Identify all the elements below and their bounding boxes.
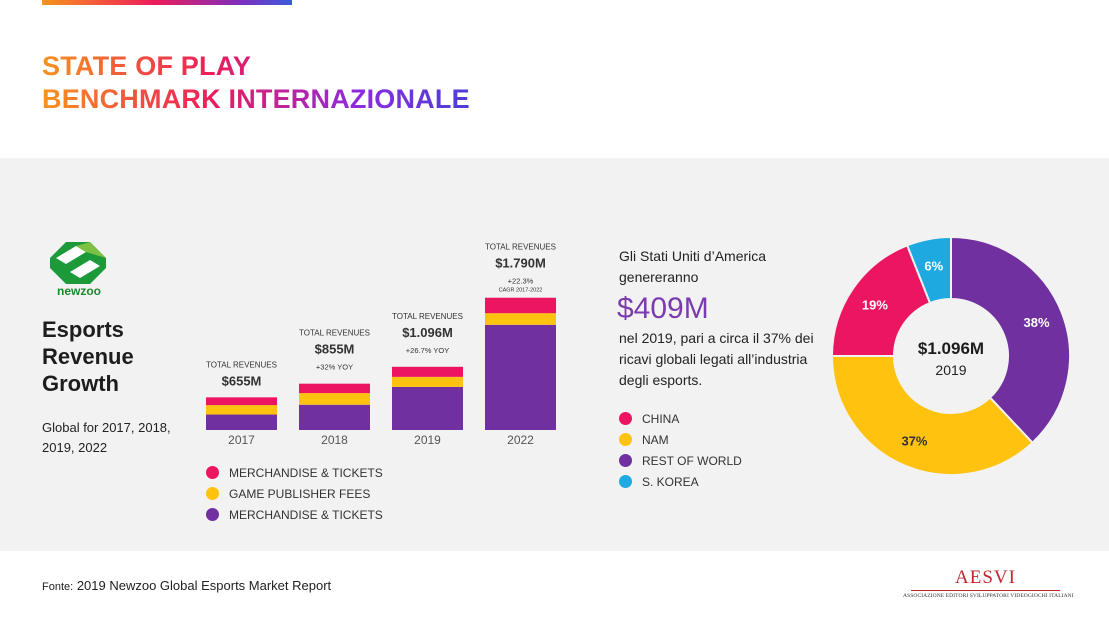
bar-segment-2-2019 — [392, 366, 463, 377]
legend-label: REST OF WORLD — [642, 453, 742, 468]
x-tick-label: 2022 — [507, 433, 534, 447]
region-donut-chart: 38% 37% 19% 6% $1.096M 2019 — [830, 235, 1071, 476]
legend-label: GAME PUBLISHER FEES — [229, 486, 371, 501]
callout-big-value: $409M — [617, 292, 709, 325]
bar-segment-0-2017 — [206, 414, 277, 430]
legend-dot-yellow — [619, 433, 632, 446]
total-value: $655M — [222, 373, 262, 388]
legend-dot-pink — [206, 466, 219, 479]
bar-segment-1-2019 — [392, 376, 463, 387]
source-note: Fonte: 2019 Newzoo Global Esports Market… — [42, 578, 331, 593]
section-subtitle: Global for 2017, 2018, 2019, 2022 — [42, 420, 171, 455]
growth-note: +26.7% YOY — [406, 346, 449, 355]
legend-item: NAM — [619, 429, 742, 450]
total-value: $855M — [315, 342, 355, 357]
legend-item: MERCHANDISE & TICKETS — [206, 462, 383, 483]
section-title-line-2: Revenue — [42, 344, 134, 369]
bar-segment-0-2018 — [299, 404, 370, 430]
donut-hole — [895, 300, 1007, 412]
legend-label: S. KOREA — [642, 474, 699, 489]
legend-label: MERCHANDISE & TICKETS — [229, 507, 383, 522]
legend-item: GAME PUBLISHER FEES — [206, 483, 383, 504]
cagr-note: CAGR 2017-2022 — [499, 288, 543, 294]
total-label: TOTAL REVENUES — [206, 360, 277, 369]
slice-value-label: 37% — [901, 433, 927, 448]
bar-segment-2-2022 — [485, 297, 556, 314]
bar-segment-1-2022 — [485, 313, 556, 325]
bar-segment-0-2022 — [485, 324, 556, 430]
x-tick-label: 2018 — [321, 433, 348, 447]
bar-segment-0-2019 — [392, 386, 463, 430]
revenue-bar-chart: 2017 TOTAL REVENUES $655M 2018 TOTAL REVENUE… — [206, 243, 556, 447]
slice-value-label: 19% — [862, 297, 888, 312]
newzoo-logo-icon — [50, 242, 106, 284]
x-tick-label: 2019 — [414, 433, 441, 447]
donut-slice-nam — [830, 355, 1034, 476]
bar-segment-1-2017 — [206, 405, 277, 415]
slice-value-label: 6% — [924, 259, 943, 274]
legend-dot-pink — [619, 412, 632, 425]
donut-slice-rest-of-world — [950, 235, 1071, 445]
total-value: $1.096M — [402, 325, 453, 340]
total-label: TOTAL REVENUES — [299, 329, 370, 338]
bar-chart-legend: MERCHANDISE & TICKETS GAME PUBLISHER FEE… — [206, 462, 383, 525]
source-text: 2019 Newzoo Global Esports Market Report — [76, 578, 332, 593]
title-line-1: STATE OF PLAY — [42, 51, 252, 81]
legend-label: NAM — [642, 432, 669, 447]
source-label: Fonte: — [42, 581, 74, 593]
callout-intro: Gli Stati Uniti d’America genereranno — [619, 248, 767, 285]
legend-dot-purple — [619, 454, 632, 467]
section-title-line-1: Esports — [42, 317, 124, 342]
donut-slice-china — [830, 244, 932, 357]
page-title: STATE OF PLAY BENCHMARK INTERNAZIONALE — [42, 50, 470, 116]
bar-segment-1-2018 — [299, 393, 370, 405]
bar-segment-2-2017 — [206, 397, 277, 406]
donut-chart-legend: CHINA NAM REST OF WORLD S. KOREA — [619, 408, 742, 492]
total-value: $1.790M — [495, 256, 546, 271]
legend-item: S. KOREA — [619, 471, 742, 492]
top-accent-bar — [42, 0, 292, 5]
legend-dot-yellow — [206, 487, 219, 500]
donut-slice-s-korea — [905, 235, 952, 305]
legend-label: MERCHANDISE & TICKETS — [229, 465, 383, 480]
slice-value-label: 38% — [1024, 315, 1050, 330]
callout-detail: nel 2019, pari a circa il 37% dei ricavi… — [619, 330, 814, 388]
aesvi-divider — [911, 590, 1060, 591]
bar-segment-2-2018 — [299, 383, 370, 394]
legend-dot-purple — [206, 508, 219, 521]
growth-note: +22.3% — [508, 277, 534, 286]
aesvi-description: ASSOCIAZIONE EDITORI SVILUPPATORI VIDEOG… — [903, 593, 1074, 599]
section-title: Esports Revenue Growth — [42, 316, 134, 397]
donut-center-label: 2019 — [935, 362, 966, 378]
aesvi-name: AESVI — [955, 567, 1016, 588]
legend-item: MERCHANDISE & TICKETS — [206, 504, 383, 525]
total-label: TOTAL REVENUES — [485, 243, 556, 252]
total-label: TOTAL REVENUES — [392, 312, 463, 321]
legend-dot-blue — [619, 475, 632, 488]
legend-label: CHINA — [642, 411, 680, 426]
aesvi-logo: AESVI ASSOCIAZIONE EDITORI SVILUPPATORI … — [903, 567, 1074, 599]
legend-item: REST OF WORLD — [619, 450, 742, 471]
donut-center-value: $1.096M — [918, 339, 984, 358]
x-tick-label: 2017 — [228, 433, 255, 447]
legend-item: CHINA — [619, 408, 742, 429]
newzoo-logo-text: newzoo — [57, 284, 101, 298]
title-line-2: BENCHMARK INTERNAZIONALE — [42, 84, 470, 114]
growth-note: +32% YOY — [316, 363, 353, 372]
section-title-line-3: Growth — [42, 371, 119, 396]
